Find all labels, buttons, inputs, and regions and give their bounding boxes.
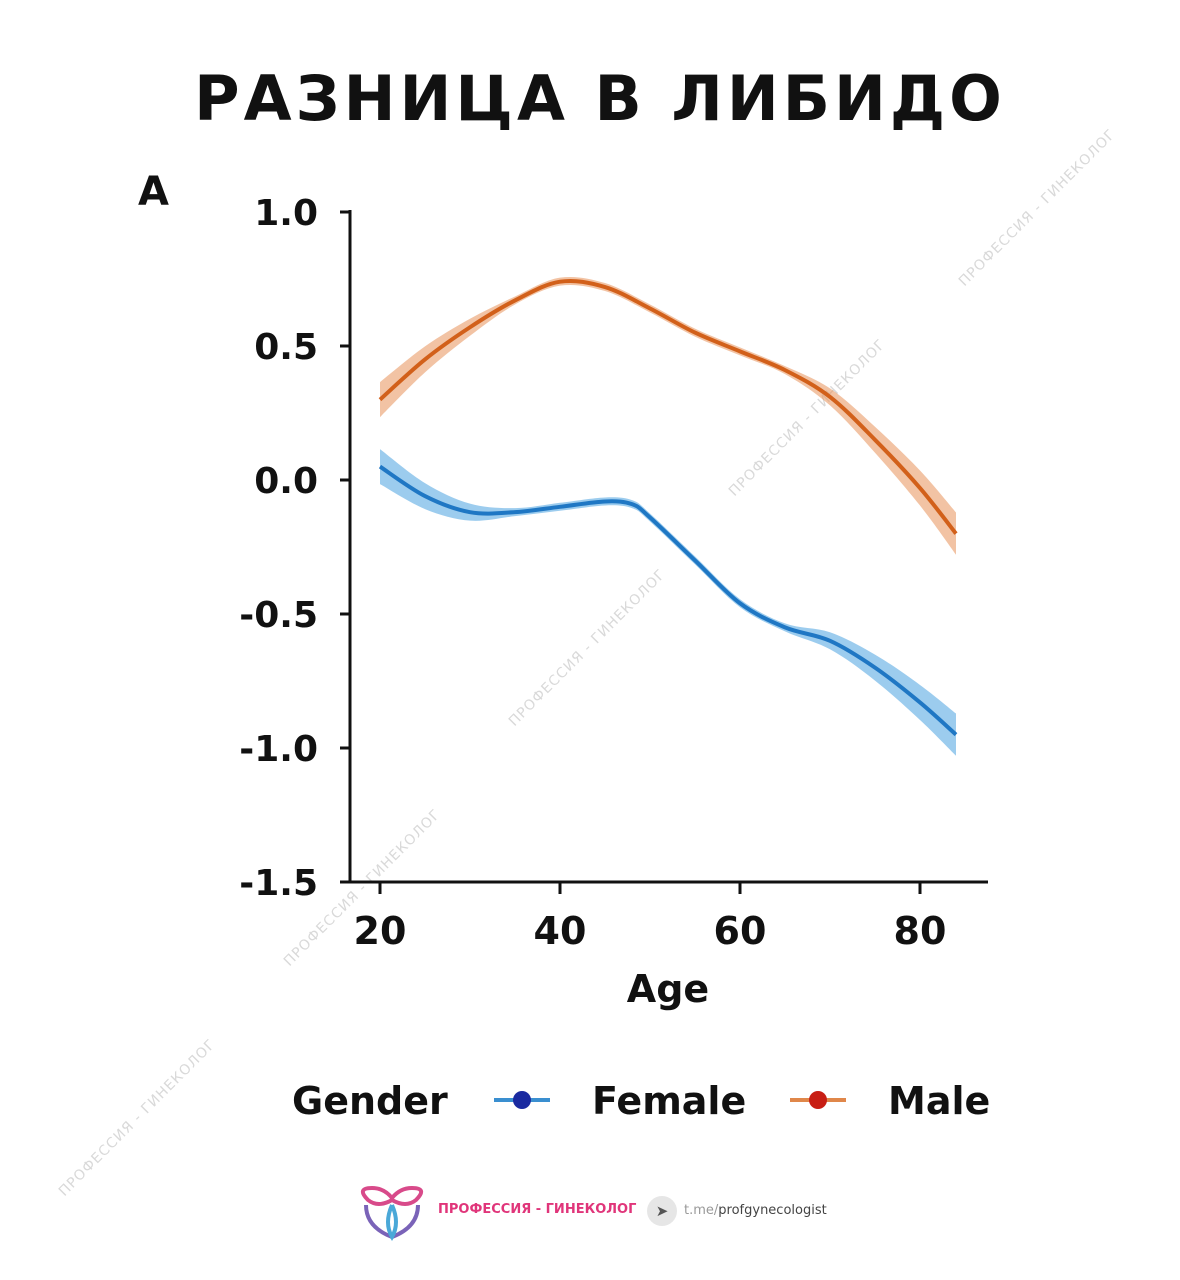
link-prefix: t.me/ [684,1203,719,1218]
x-tick-label: 80 [894,909,947,953]
y-tick-label: 0.5 [254,327,318,368]
legend-female-marker [513,1091,531,1109]
legend-male-marker [809,1091,827,1109]
panel-label: A [138,169,169,215]
telegram-link[interactable]: t.me/profgynecologist [684,1203,827,1218]
x-tick-label: 40 [534,909,587,953]
x-axis-label: Age [627,967,709,1011]
line-chart: A 1.0 0.5 0.0 -0.5 -1.0 -1.5 20 40 60 80 Age Gen… [138,169,990,1123]
brand-logo-icon [360,1185,424,1242]
legend-title: Gender [292,1079,448,1123]
legend-male-label: Male [888,1079,990,1123]
legend: Gender Female Male [292,1079,990,1123]
x-tick-label: 60 [714,909,767,953]
telegram-icon[interactable]: ➤ [647,1196,677,1226]
footer-brand: ПРОФЕССИЯ - ГИНЕКОЛОГ [438,1202,637,1217]
link-handle: profgynecologist [718,1203,827,1218]
confidence-band-female [380,449,956,756]
page-title: РАЗНИЦА В ЛИБИДО [194,62,1006,135]
y-tick-label: -0.5 [239,595,318,636]
series-line-male [378,278,958,535]
legend-female-label: Female [592,1079,746,1123]
y-tick-label: 0.0 [254,461,318,502]
x-tick-label: 20 [354,909,407,953]
y-tick-label: -1.5 [239,863,318,904]
y-tick-label: 1.0 [254,193,318,234]
y-tick-label: -1.0 [239,729,318,770]
